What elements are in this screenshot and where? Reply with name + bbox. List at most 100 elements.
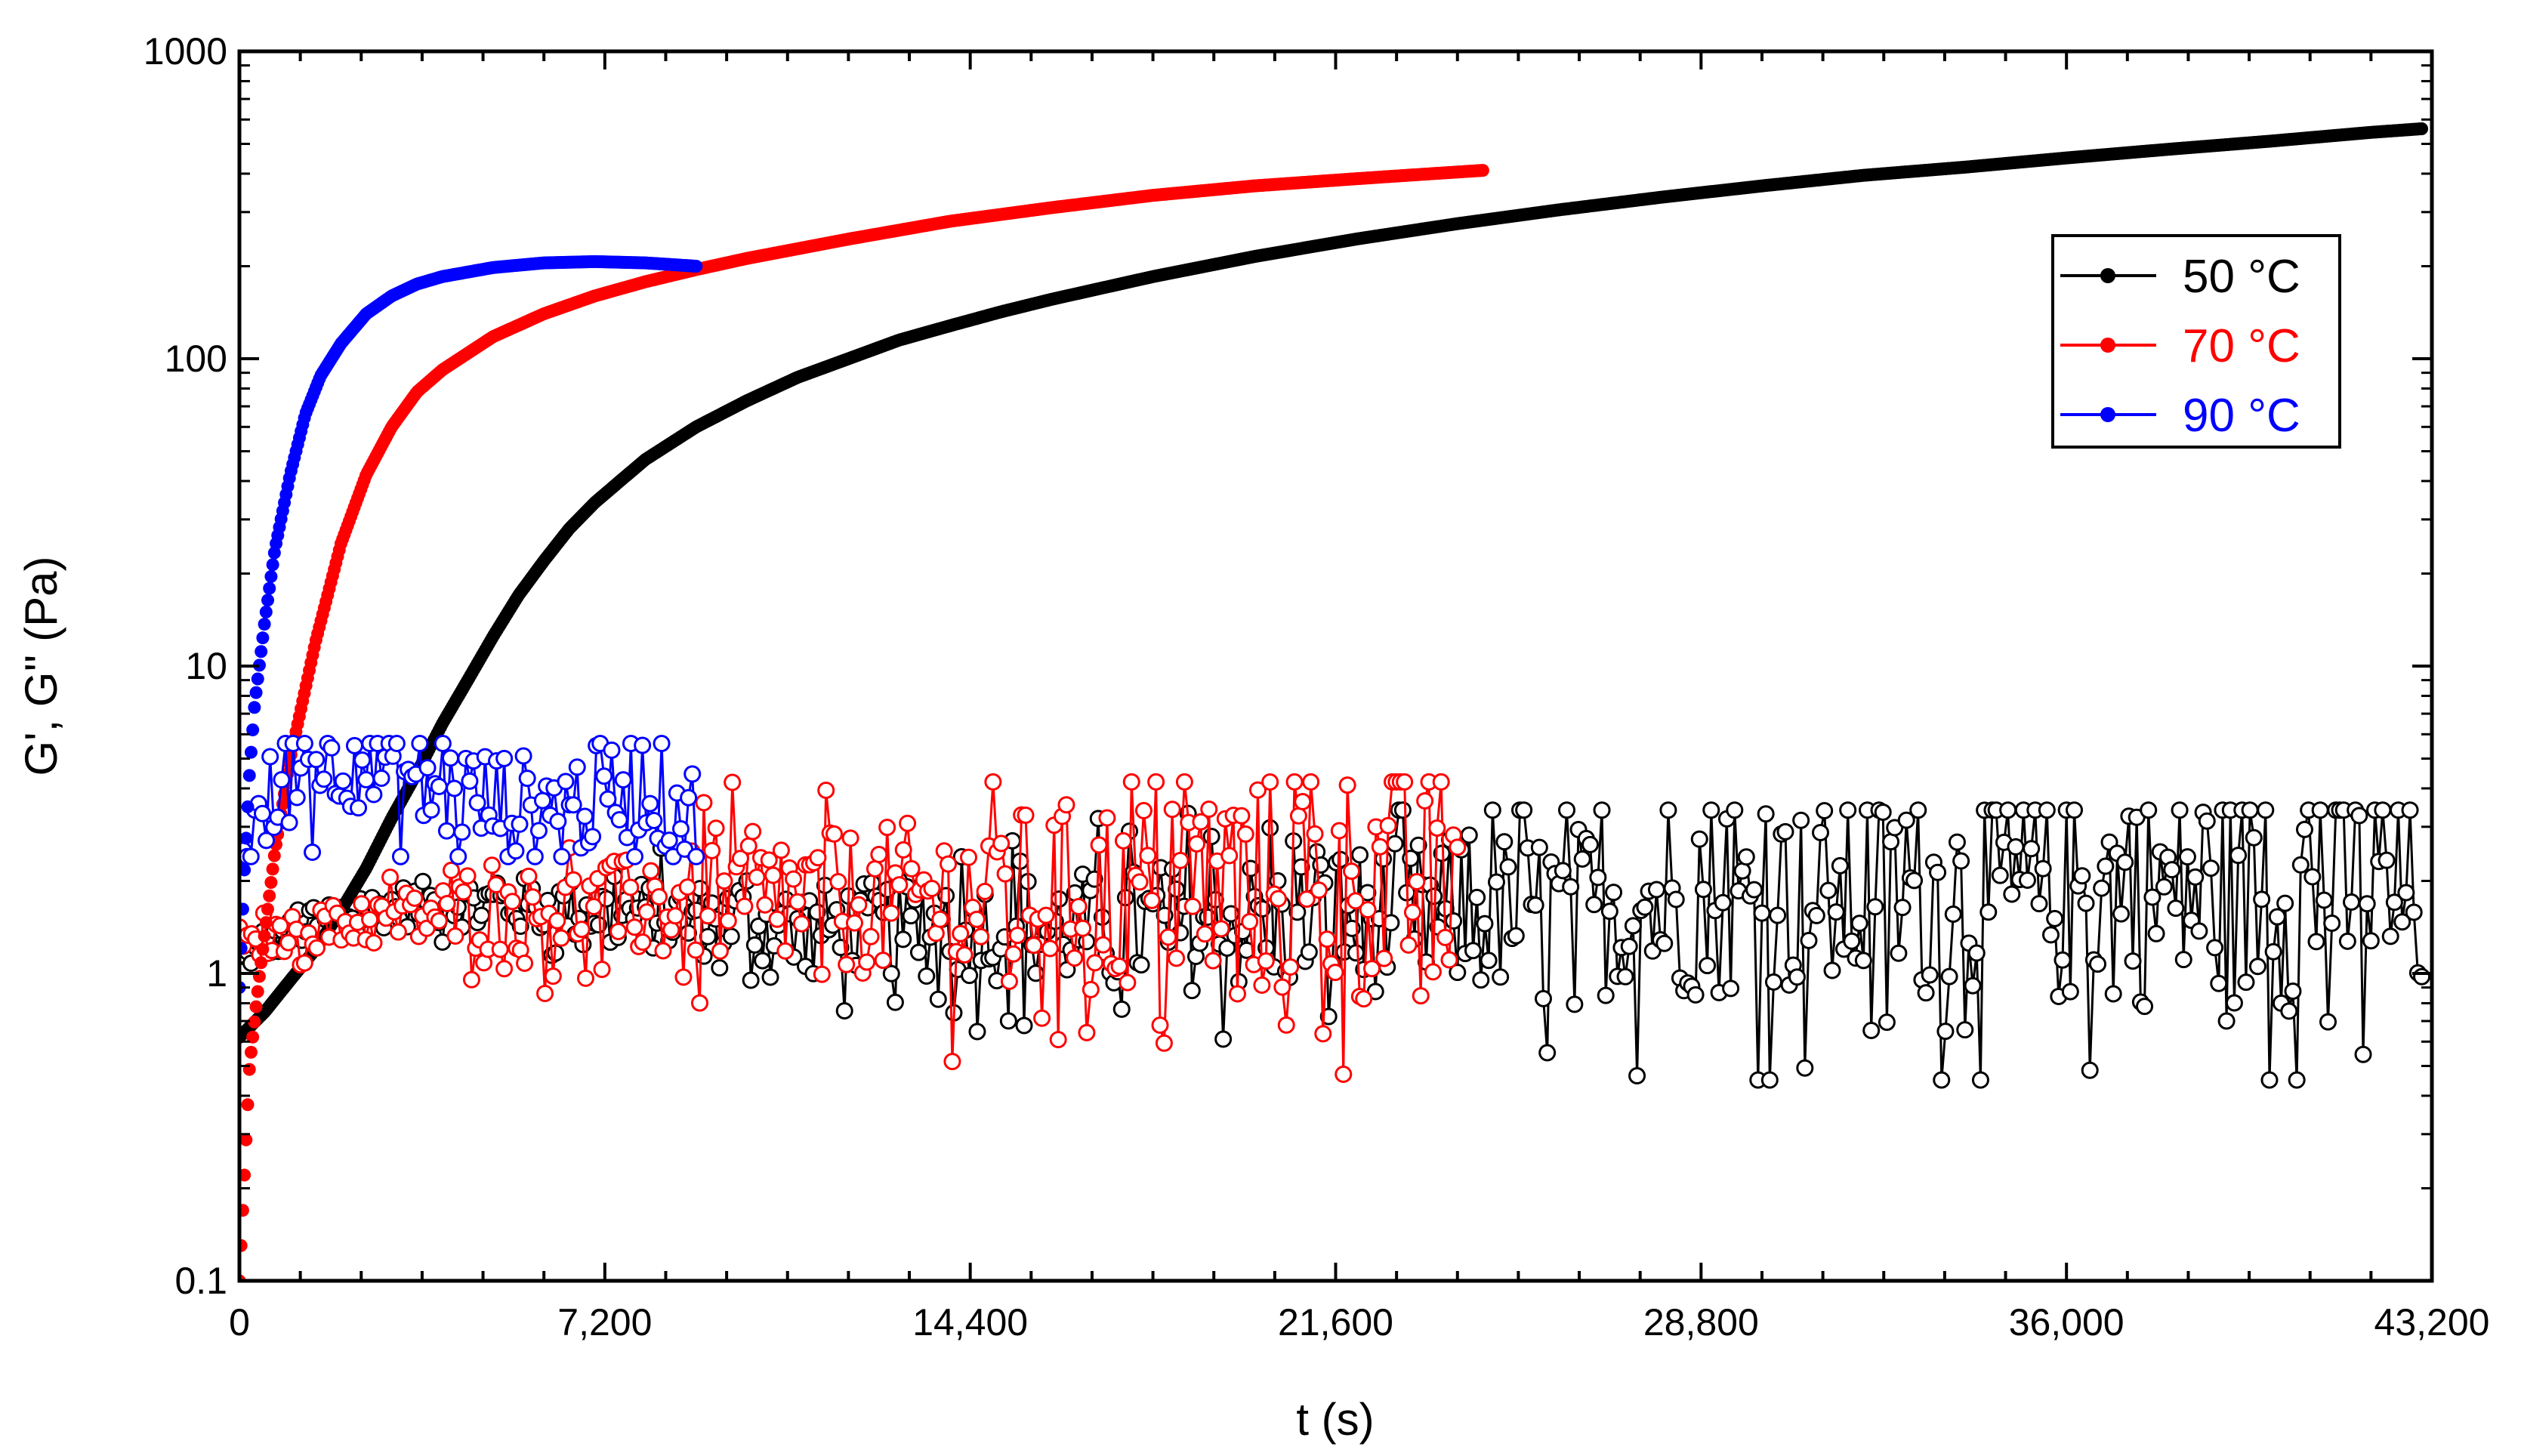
g-double-prime-point bbox=[894, 930, 912, 949]
g-double-prime-point bbox=[2264, 942, 2282, 961]
g-double-prime-point bbox=[1220, 847, 1239, 865]
g-double-prime-point bbox=[660, 831, 678, 850]
g-double-prime-point bbox=[634, 736, 652, 754]
g-double-prime-point bbox=[2202, 859, 2220, 878]
g-double-prime-point bbox=[1355, 990, 1373, 1008]
g-double-prime-point bbox=[1816, 801, 1834, 819]
g-double-prime-point bbox=[813, 965, 831, 983]
g-double-prime-point bbox=[1699, 957, 1717, 975]
g-prime-point bbox=[255, 956, 268, 970]
g-double-prime-point bbox=[1554, 862, 1572, 880]
g-double-prime-point bbox=[468, 794, 486, 812]
g-prime-point bbox=[239, 863, 251, 877]
g-double-prime-point bbox=[315, 770, 333, 788]
g-double-prime-point bbox=[507, 842, 525, 860]
g-double-prime-point bbox=[273, 771, 291, 789]
legend-label: 50 °C bbox=[2183, 251, 2300, 303]
x-tick-label: 43,200 bbox=[2374, 1301, 2490, 1343]
g-double-prime-point bbox=[2206, 939, 2224, 957]
g-double-prime-point bbox=[372, 770, 390, 788]
g-double-prime-point bbox=[357, 771, 375, 789]
g-double-prime-point bbox=[1214, 1030, 1233, 1048]
g-double-prime-point bbox=[2311, 801, 2329, 819]
y-tick-label: 1 bbox=[206, 952, 227, 995]
g-double-prime-point bbox=[2116, 853, 2134, 871]
g-double-prime-point bbox=[1999, 801, 2017, 819]
g-double-prime-point bbox=[1807, 906, 1825, 924]
g-double-prime-point bbox=[1690, 830, 1708, 848]
g-double-prime-point bbox=[653, 734, 671, 752]
g-double-prime-point bbox=[671, 820, 690, 838]
g-double-prime-point bbox=[654, 942, 672, 960]
g-double-prime-point bbox=[1929, 863, 1947, 881]
g-double-prime-point bbox=[1386, 834, 1404, 853]
g-double-prime-point bbox=[742, 971, 760, 989]
g-double-prime-point bbox=[2397, 884, 2415, 902]
g-double-prime-point bbox=[449, 847, 467, 865]
g-double-prime-point bbox=[1432, 773, 1450, 791]
g-double-prime-point bbox=[1472, 971, 1490, 989]
g-prime-point bbox=[264, 569, 278, 583]
g-double-prime-point bbox=[2413, 967, 2431, 986]
legend-label: 70 °C bbox=[2183, 320, 2300, 372]
g-double-prime-point bbox=[1480, 952, 1498, 970]
g-double-prime-point bbox=[850, 896, 868, 914]
g-prime-point bbox=[255, 645, 268, 659]
g-double-prime-point bbox=[1008, 927, 1026, 945]
g-prime-point bbox=[241, 1098, 255, 1112]
g-double-prime-point bbox=[1112, 1000, 1131, 1018]
g-double-prime-point bbox=[1416, 791, 1434, 810]
g-double-prime-point bbox=[695, 794, 713, 812]
g-double-prime-point bbox=[1819, 881, 1838, 899]
g-double-prime-point bbox=[271, 917, 289, 935]
g-double-prime-point bbox=[940, 855, 958, 873]
g-double-prime-point bbox=[1991, 866, 2009, 884]
g-double-prime-point bbox=[1196, 925, 1214, 943]
g-double-prime-point bbox=[961, 967, 979, 985]
g-double-prime-point bbox=[2210, 974, 2228, 992]
g-double-prime-point bbox=[999, 1012, 1017, 1030]
g-double-prime-point bbox=[2307, 933, 2325, 951]
g-double-prime-point bbox=[2034, 859, 2052, 878]
g-double-prime-point bbox=[361, 911, 379, 929]
g-double-prime-point bbox=[1294, 793, 1312, 811]
g-double-prime-point bbox=[585, 898, 603, 916]
y-axis: 0.1 1 10 100 1000 bbox=[143, 30, 2432, 1302]
g-double-prime-point bbox=[1495, 833, 1514, 851]
g-prime-point bbox=[244, 1045, 258, 1059]
g-double-prime-point bbox=[1285, 773, 1304, 791]
g-double-prime-point bbox=[1964, 976, 1982, 995]
g-prime-point bbox=[246, 723, 260, 736]
g-double-prime-point bbox=[2241, 801, 2259, 819]
g-prime-point bbox=[261, 902, 274, 916]
g-double-prime-point bbox=[719, 912, 737, 930]
series-layer bbox=[239, 122, 2431, 1281]
g-double-prime-point bbox=[511, 815, 529, 833]
g-double-prime-point bbox=[858, 953, 876, 971]
g-double-prime-point bbox=[1302, 773, 1320, 791]
g-double-prime-point bbox=[2174, 951, 2192, 969]
g-double-prime-point bbox=[1057, 796, 1075, 814]
g-double-prime-point bbox=[1139, 847, 1157, 865]
g-double-prime-point bbox=[817, 782, 835, 800]
g-double-prime-point bbox=[1499, 858, 1517, 876]
g-double-prime-point bbox=[2358, 895, 2376, 913]
g-double-prime-point bbox=[576, 969, 594, 987]
g-double-prime-point bbox=[1004, 945, 1023, 963]
g-double-prime-point bbox=[731, 850, 749, 868]
g-double-prime-point bbox=[2245, 828, 2263, 847]
g-double-prime-point bbox=[442, 749, 460, 767]
g-double-prime-point bbox=[1314, 1025, 1332, 1043]
g-double-prime-point bbox=[1940, 967, 1958, 986]
g-double-prime-point bbox=[1175, 773, 1193, 791]
g-double-prime-point bbox=[756, 896, 774, 914]
legend-label: 90 °C bbox=[2183, 390, 2300, 442]
g-double-prime-point bbox=[295, 734, 313, 752]
g-double-prime-point bbox=[1282, 958, 1300, 976]
g-prime-point bbox=[239, 1168, 251, 1182]
g-double-prime-point bbox=[2097, 857, 2115, 875]
g-double-prime-point bbox=[785, 870, 803, 888]
g-double-prime-point bbox=[715, 872, 733, 890]
g-double-prime-point bbox=[2054, 951, 2072, 969]
